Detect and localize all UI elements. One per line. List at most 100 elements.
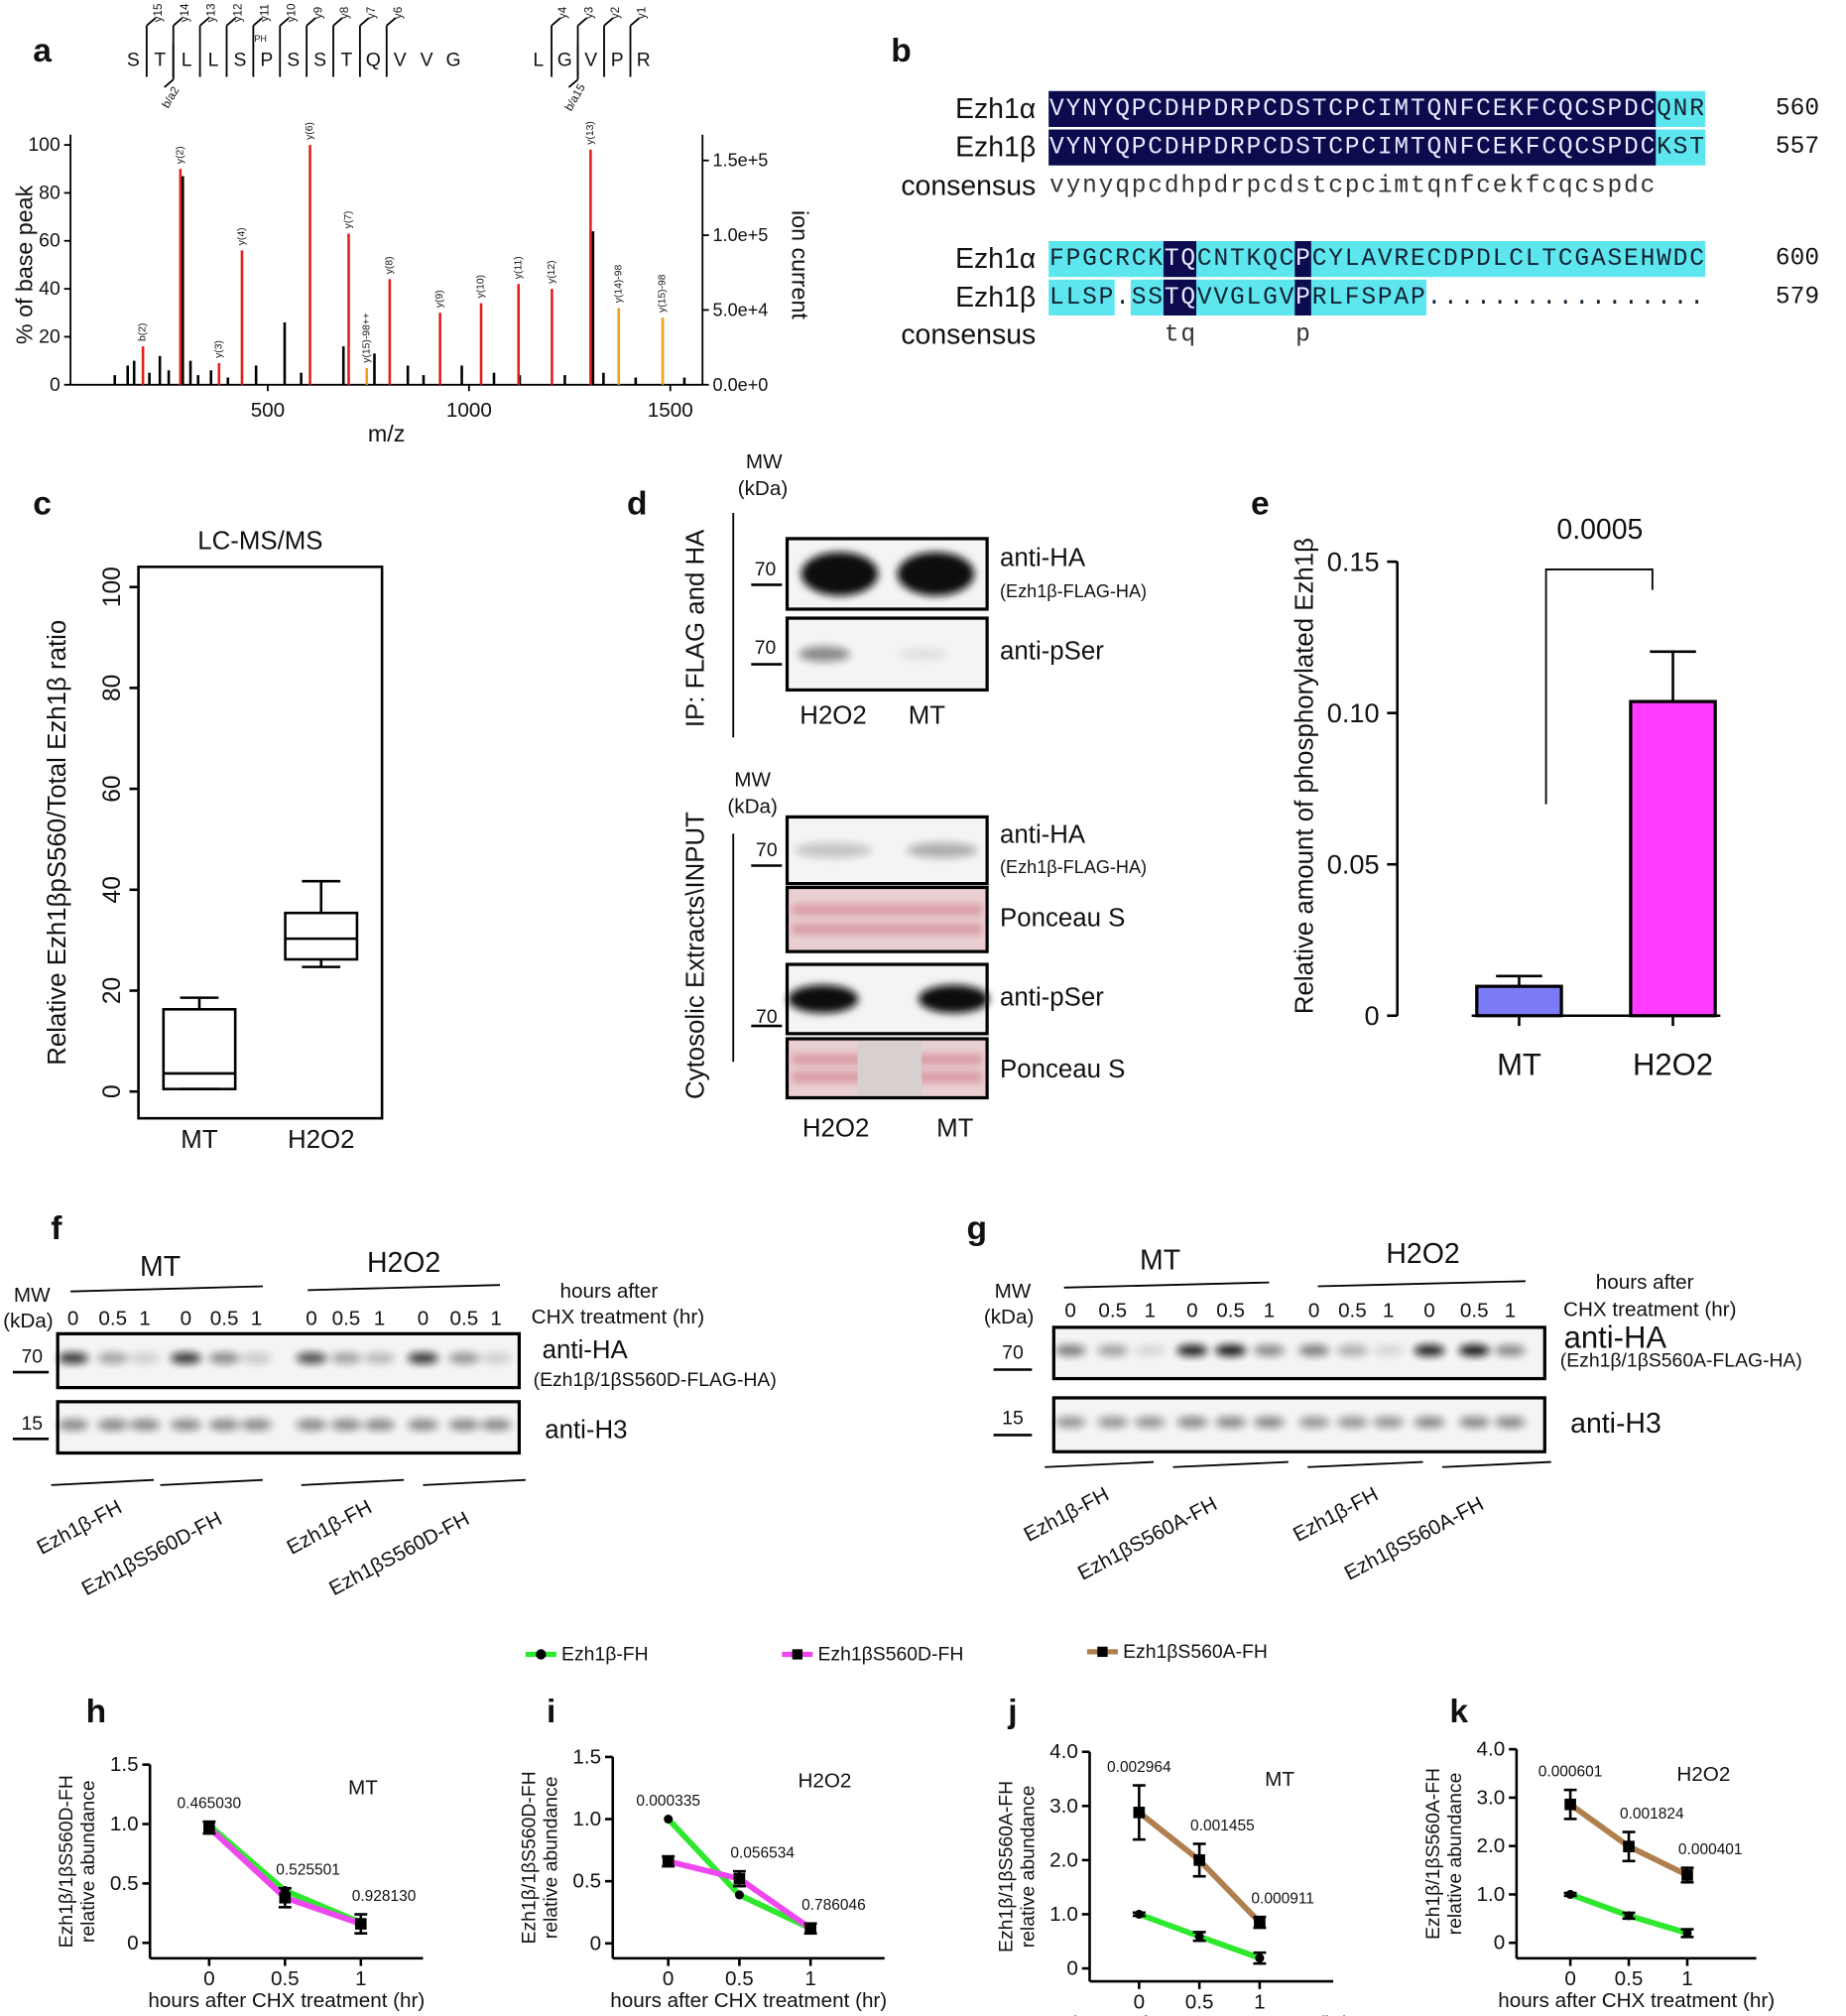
residue-highlight — [1114, 241, 1132, 278]
residue-char: F — [1460, 134, 1475, 161]
residue-highlight — [1179, 241, 1197, 278]
panel-label: i — [547, 1694, 555, 1730]
residue-highlight — [1245, 129, 1263, 166]
residue-char: C — [1689, 246, 1704, 273]
residue-char: p — [1345, 173, 1360, 199]
y-axis-label: relative abundance — [1444, 1773, 1466, 1936]
x-tick-label: 1 — [355, 1967, 366, 1990]
residue-char: . — [1574, 284, 1589, 311]
residue-highlight — [1458, 129, 1476, 166]
lane-label: 0.5 — [1216, 1300, 1245, 1323]
panel-label: a — [33, 33, 52, 69]
residue-char: F — [1526, 95, 1540, 122]
bar — [1629, 699, 1717, 1018]
lane-label: MT — [936, 1115, 974, 1143]
y-axis-label: Ezh1β/1βS560D-FH — [519, 1771, 541, 1944]
residue-char: . — [1509, 284, 1524, 311]
residue-char: C — [1132, 246, 1147, 273]
residue-char: N — [1673, 95, 1688, 122]
mw-marker: 70 — [1002, 1342, 1024, 1364]
residue-char: V — [1378, 246, 1393, 273]
antibody-sublabel: (Ezh1β/1βS560D-FLAG-HA) — [534, 1369, 777, 1391]
y-ion-label: y15 — [152, 4, 165, 23]
point — [1623, 1840, 1635, 1852]
y-axis-label: Ezh1β/1βS560A-FH — [996, 1781, 1018, 1953]
residue-char: p — [1132, 173, 1147, 199]
antibody-label: anti-pSer — [1000, 638, 1104, 666]
y-tick-label: 80 — [99, 675, 126, 701]
lane-label: H2O2 — [800, 701, 866, 729]
y-tick-label: 60 — [99, 775, 126, 802]
y-tick-label: 20 — [39, 325, 61, 347]
residue-char: C — [1263, 95, 1278, 122]
band — [1176, 1344, 1208, 1356]
sequence: VYNYQPCDHPDRPCDSTCPCIMTQNFCEKFCQCSPDCQNR — [1049, 95, 1704, 122]
y-axis-label: Ezh1β/1βS560A-FH — [1422, 1768, 1444, 1940]
residue-highlight — [1163, 279, 1180, 315]
residue-char: C — [1328, 134, 1343, 161]
lane-label: MT — [909, 701, 946, 729]
group-line — [1045, 1460, 1155, 1468]
band — [240, 1419, 272, 1431]
y-tick-label: 1.0 — [572, 1808, 601, 1830]
peak-label: y(8) — [384, 256, 395, 274]
residue-highlight — [1097, 129, 1115, 166]
mw-marker: 15 — [1002, 1408, 1024, 1430]
chart-title: LC-MS/MS — [197, 527, 322, 555]
p-value: 0.000401 — [1678, 1841, 1743, 1858]
y-axis-label: Relative amount of phosphorylated Ezh1β — [1292, 538, 1319, 1014]
group-line — [301, 1478, 405, 1486]
condition-line — [308, 1284, 501, 1292]
residue-char: S — [1361, 284, 1376, 311]
lane-label: 0 — [1064, 1300, 1075, 1323]
residue-char: . — [1427, 284, 1442, 311]
residue-char: Q — [1657, 95, 1671, 122]
x-tick-label: 0.5 — [1615, 1967, 1644, 1990]
residue-highlight — [1064, 129, 1082, 166]
residue-highlight — [1639, 129, 1657, 166]
residue-char: R — [1115, 246, 1130, 273]
blot — [785, 885, 989, 953]
residue-highlight — [1606, 129, 1624, 166]
residue-char: Y — [1066, 134, 1081, 161]
residue-char: Q — [1427, 134, 1442, 161]
residue-highlight — [1294, 279, 1312, 315]
fragment-bracket — [629, 17, 641, 27]
modification-label: PH — [254, 34, 267, 44]
x-axis-label: m/z — [368, 421, 405, 446]
residue-char: S — [1148, 284, 1163, 311]
residue-char: E — [1493, 95, 1508, 122]
residue-char: P — [1247, 95, 1262, 122]
residue-char: S — [1132, 284, 1147, 311]
residue-char: K — [1509, 95, 1524, 122]
residue-char: c — [1148, 173, 1163, 199]
peak-label: y(9) — [434, 290, 445, 308]
residue-highlight — [1540, 241, 1558, 278]
sequence-name: Ezh1α — [955, 243, 1036, 275]
y-tick-label: 4.0 — [1477, 1738, 1506, 1761]
residue-char: D — [1280, 95, 1294, 122]
fragment-bracket — [164, 78, 175, 88]
group-line — [423, 1478, 526, 1486]
blot — [56, 1331, 522, 1390]
y-ion-label: y14 — [179, 3, 191, 22]
y-ion-label: y4 — [556, 6, 569, 19]
band — [364, 1352, 396, 1364]
y-tick-label: 0.10 — [1327, 697, 1380, 728]
residue-char: T — [1165, 284, 1179, 311]
residue-char: R — [1230, 134, 1245, 161]
residue-highlight — [1278, 241, 1295, 278]
residue-char: P — [1066, 246, 1081, 273]
residue: T — [154, 50, 166, 71]
y-tick-label: 0 — [1494, 1932, 1505, 1954]
residue-char: D — [1673, 246, 1688, 273]
residue-highlight — [1573, 129, 1591, 166]
residue-char: d — [1280, 173, 1294, 199]
residue-char: P — [1247, 134, 1262, 161]
residue-char: C — [1099, 246, 1114, 273]
residue-highlight — [1294, 90, 1312, 127]
section-label: Cytosolic Extracts\INPUT — [682, 812, 710, 1099]
residue-highlight — [1343, 90, 1361, 127]
y2-tick-label: 0.0e+0 — [713, 375, 769, 395]
legend-marker — [536, 1649, 547, 1660]
